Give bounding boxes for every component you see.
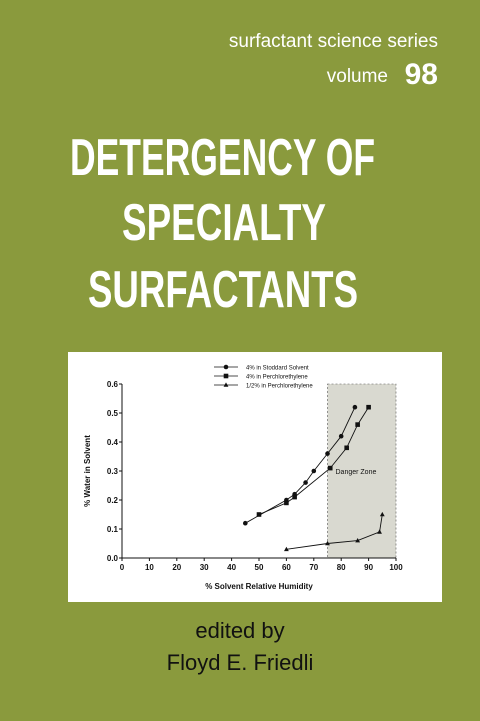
volume-number: 98 — [405, 58, 438, 91]
data-point — [284, 500, 289, 506]
danger-zone-label: Danger Zone — [336, 469, 377, 476]
x-tick-label: 80 — [337, 563, 346, 572]
legend-label: 4% in Stoddard Solvent — [246, 366, 309, 372]
data-point — [355, 538, 361, 543]
data-point — [352, 404, 358, 410]
x-tick-label: 90 — [364, 563, 373, 572]
legend-marker — [223, 373, 229, 379]
data-point — [243, 520, 248, 526]
y-tick-label: 0.1 — [107, 525, 119, 534]
y-tick-label: 0.2 — [107, 496, 119, 505]
data-point — [284, 546, 289, 552]
data-point — [256, 512, 262, 517]
chart: Danger Zone 0.0 0.1 0.2 0.3 0.4 0.5 0.6 0 10 20 30 4… — [83, 364, 403, 591]
data-point — [327, 465, 333, 471]
y-axis-label: % Water in Solvent — [83, 435, 92, 507]
data-point — [355, 422, 360, 427]
legend-marker — [223, 364, 229, 370]
title-line: SURFACTANTS — [88, 261, 358, 319]
data-point — [311, 468, 317, 474]
x-tick-label: 60 — [282, 563, 291, 572]
x-tick-label: 20 — [172, 563, 181, 572]
y-tick-label: 0.5 — [107, 409, 119, 418]
danger-zone — [327, 383, 397, 559]
data-point — [325, 451, 330, 456]
data-point — [366, 404, 371, 410]
editor: Floyd E. Friedli — [167, 650, 314, 675]
volume-label: volume — [327, 66, 388, 87]
y-tick-label: 0.6 — [107, 380, 119, 389]
y-tick-label: 0.3 — [107, 467, 119, 476]
series-name: surfactant science series — [229, 31, 438, 52]
y-tick-label: 0.4 — [107, 438, 119, 447]
title-line: SPECIALTY — [122, 194, 326, 252]
edited-by: edited by — [195, 618, 284, 643]
x-tick-label: 10 — [145, 563, 154, 572]
data-point — [292, 494, 297, 500]
data-point — [379, 511, 385, 517]
data-point — [377, 529, 382, 534]
legend-marker — [223, 382, 229, 387]
data-point — [303, 480, 308, 485]
x-tick-label: 30 — [200, 563, 209, 572]
legend-label: 1/2% in Perchlorethylene — [246, 384, 313, 390]
title-line: DETERGENCY OF — [70, 129, 375, 187]
x-tick-label: 40 — [227, 563, 236, 572]
data-point — [344, 445, 349, 451]
x-tick-label: 70 — [309, 563, 318, 572]
x-tick-label: 0 — [120, 563, 125, 572]
x-tick-label: 100 — [389, 563, 403, 572]
legend-label: 4% in Perchlorethylene — [246, 375, 308, 381]
x-axis-label: % Solvent Relative Humidity — [205, 582, 313, 591]
y-tick-label: 0.0 — [107, 554, 119, 563]
data-point — [325, 540, 330, 546]
data-point — [338, 433, 344, 439]
x-tick-label: 50 — [255, 563, 264, 572]
